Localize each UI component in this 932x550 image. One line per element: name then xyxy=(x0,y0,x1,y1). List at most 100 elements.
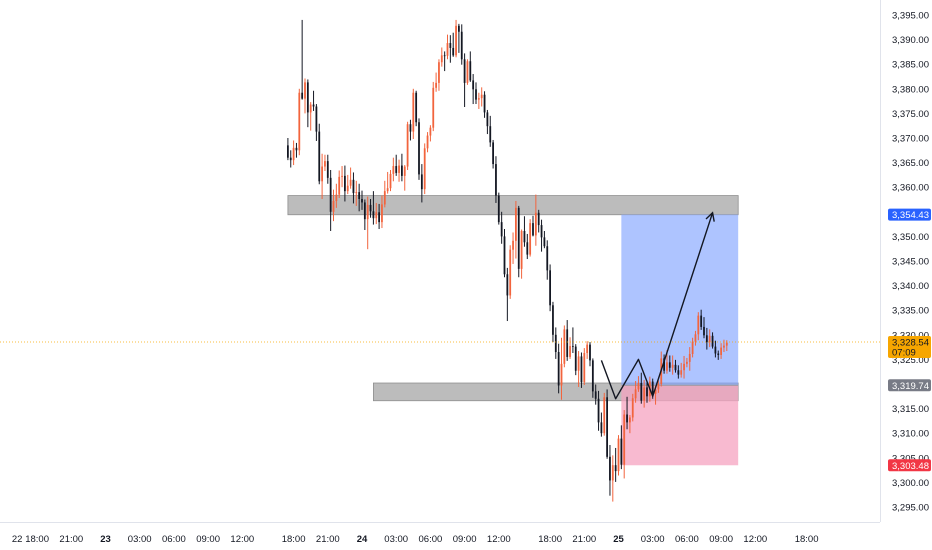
candle-body xyxy=(520,230,523,269)
candle-body xyxy=(475,89,477,100)
candle xyxy=(609,445,611,496)
candle xyxy=(586,341,589,359)
candle-body xyxy=(480,94,483,99)
x-tick-label: 09:00 xyxy=(453,534,477,545)
price-tag-countdown: 07:09 xyxy=(892,347,916,358)
candle-body xyxy=(352,179,355,194)
candle-body xyxy=(526,242,529,255)
candle xyxy=(512,232,514,264)
candle xyxy=(557,343,560,394)
candle xyxy=(355,180,358,206)
price-tag: 3,319.74 xyxy=(888,379,931,392)
candle xyxy=(543,230,546,249)
candle xyxy=(506,267,509,322)
candle-body xyxy=(586,344,589,354)
candle xyxy=(415,90,418,127)
candle-body xyxy=(398,165,400,173)
candle xyxy=(492,139,494,169)
candle xyxy=(449,35,452,63)
candle xyxy=(668,355,671,372)
candle-body xyxy=(500,222,503,237)
candle xyxy=(686,357,688,368)
candle-body xyxy=(455,25,457,56)
candle xyxy=(583,348,586,385)
candle xyxy=(671,355,674,375)
candle xyxy=(395,154,398,176)
candle xyxy=(503,229,506,278)
candle xyxy=(324,154,326,171)
candle-body xyxy=(383,191,386,205)
candle-body xyxy=(686,361,688,364)
candle xyxy=(326,154,329,184)
candle-body xyxy=(458,25,460,32)
x-tick-label: 25 xyxy=(613,534,624,545)
y-tick-label: 3,340.00 xyxy=(892,281,929,292)
x-tick-label: 18:00 xyxy=(25,534,49,545)
y-tick-label: 3,315.00 xyxy=(892,404,929,415)
candle-body xyxy=(572,346,574,347)
candle xyxy=(318,123,321,185)
candles-layer[interactable] xyxy=(287,19,728,502)
y-tick-label: 3,335.00 xyxy=(892,306,929,317)
candle xyxy=(469,51,472,82)
candle xyxy=(683,355,685,379)
candle-body xyxy=(611,465,614,481)
candle xyxy=(475,82,477,105)
candle-body xyxy=(392,166,395,174)
candle-body xyxy=(523,230,526,243)
candle xyxy=(540,219,543,252)
candle-body xyxy=(606,397,608,457)
candle xyxy=(446,34,449,60)
candle xyxy=(378,203,380,230)
y-tick-label: 3,295.00 xyxy=(892,503,929,514)
candle xyxy=(426,132,429,153)
candle xyxy=(552,301,554,343)
candle-body xyxy=(355,192,358,194)
candle-body xyxy=(386,188,389,192)
candle xyxy=(677,365,680,379)
candle xyxy=(386,171,389,194)
candle xyxy=(489,115,492,147)
candle xyxy=(375,202,378,225)
y-tick-label: 3,325.00 xyxy=(892,355,929,366)
candle xyxy=(614,447,617,482)
x-tick-label: 12:00 xyxy=(230,534,254,545)
candle xyxy=(409,119,412,141)
candle-body xyxy=(717,353,720,355)
candle xyxy=(486,109,489,135)
candle xyxy=(369,199,372,218)
candle xyxy=(321,153,323,200)
candle xyxy=(304,78,306,114)
candle-body xyxy=(418,122,420,175)
candle-body xyxy=(415,92,418,123)
candle-body xyxy=(631,398,634,418)
candle-body xyxy=(463,59,466,83)
price-tag-label: 3,328.54 xyxy=(892,337,929,348)
candle xyxy=(329,169,332,231)
candle-body xyxy=(512,240,514,250)
candle-body xyxy=(472,80,475,90)
candle xyxy=(306,79,309,128)
candle xyxy=(574,344,577,376)
candle-body xyxy=(309,104,312,113)
candle-body xyxy=(543,237,546,247)
candle xyxy=(680,362,683,378)
candle-body xyxy=(358,192,361,200)
x-tick-label: 09:00 xyxy=(196,534,220,545)
candle-body xyxy=(344,175,346,192)
candle-body xyxy=(318,131,321,182)
candle xyxy=(663,354,665,374)
price-tag-label: 3,303.48 xyxy=(892,461,929,472)
candle xyxy=(480,87,483,107)
candle-body xyxy=(623,414,626,465)
candle-body xyxy=(546,246,549,271)
candle xyxy=(580,352,583,388)
candle-body xyxy=(341,175,343,177)
price-tag: 3,303.48 xyxy=(888,459,931,472)
candle-body xyxy=(363,202,366,220)
candle xyxy=(523,216,526,247)
candle-body xyxy=(683,363,685,371)
candle-body xyxy=(594,391,597,399)
candle-body xyxy=(338,176,341,195)
